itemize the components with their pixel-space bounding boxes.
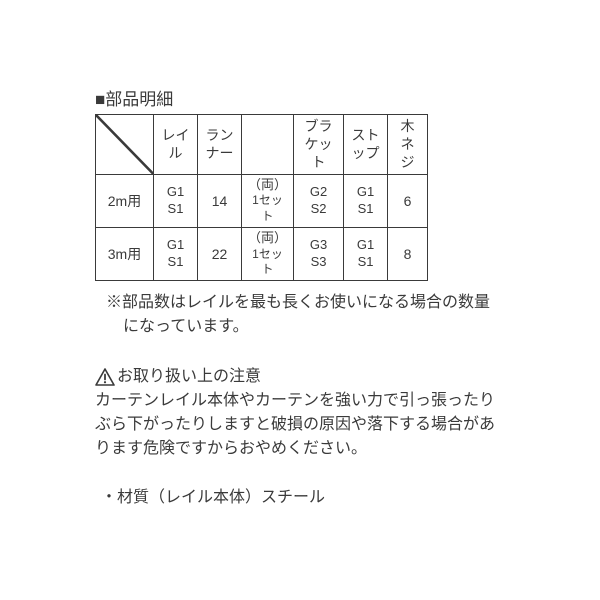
col-stop: ストップ [344,115,388,175]
cell-first: （両） 1セット [242,227,294,280]
cell-runner: 22 [198,227,242,280]
cell-rail: G1 S1 [154,227,198,280]
footnote: ※部品数はレイルを最も長くお使いになる場合の数量になっています。 [95,291,505,339]
col-runner: ランナー [198,115,242,175]
caution-label: お取り扱い上の注意 [117,365,261,389]
caution-heading: お取り扱い上の注意 [95,365,505,389]
note-text: 部品数はレイルを最も長くお使いになる場合の数量になっています。 [122,294,490,335]
cell-rail: G1 S1 [154,174,198,227]
cell-screw: 8 [388,227,428,280]
caution-text: カーテンレイル本体やカーテンを強い力で引っ張ったりぶら下がったりしますと破損の原… [95,389,505,461]
row-label: 2m用 [96,174,154,227]
diagonal-corner-cell [96,115,154,175]
table-row: 2m用 G1 S1 14 （両） 1セット G2 S2 G1 S1 6 [96,174,428,227]
parts-table: レイル ランナー ブラケット ストップ 木ネジ 2m用 G1 S1 14 （両）… [95,114,428,281]
col-rail: レイル [154,115,198,175]
col-bracket: ブラケット [294,115,344,175]
col-first-runner [242,115,294,175]
col-screw: 木ネジ [388,115,428,175]
row-label: 3m用 [96,227,154,280]
cell-stop: G1 S1 [344,174,388,227]
warning-icon [95,368,115,386]
cell-stop: G1 S1 [344,227,388,280]
material-text: ・材質（レイル本体）スチール [95,483,505,507]
table-row: 3m用 G1 S1 22 （両） 1セット G3 S3 G1 S1 8 [96,227,428,280]
cell-first: （両） 1セット [242,174,294,227]
cell-bracket: G2 S2 [294,174,344,227]
table-header-row: レイル ランナー ブラケット ストップ 木ネジ [96,115,428,175]
section-title: ■部品明細 [95,85,505,110]
cell-screw: 6 [388,174,428,227]
cell-runner: 14 [198,174,242,227]
cell-bracket: G3 S3 [294,227,344,280]
note-prefix: ※ [106,294,122,311]
